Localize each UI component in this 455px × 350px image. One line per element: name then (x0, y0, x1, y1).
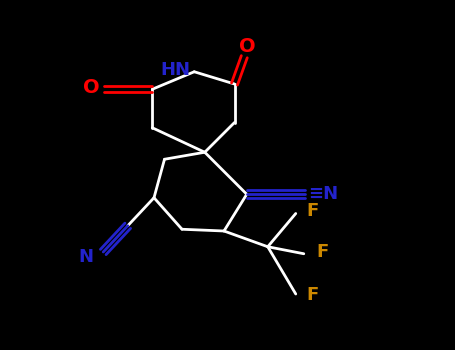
Text: F: F (306, 202, 318, 220)
Text: F: F (317, 243, 329, 261)
Text: HN: HN (161, 61, 191, 79)
Text: ≡N: ≡N (308, 185, 338, 203)
Text: O: O (83, 78, 99, 97)
Text: F: F (306, 286, 318, 304)
Text: N: N (78, 248, 93, 266)
Text: O: O (239, 37, 256, 56)
